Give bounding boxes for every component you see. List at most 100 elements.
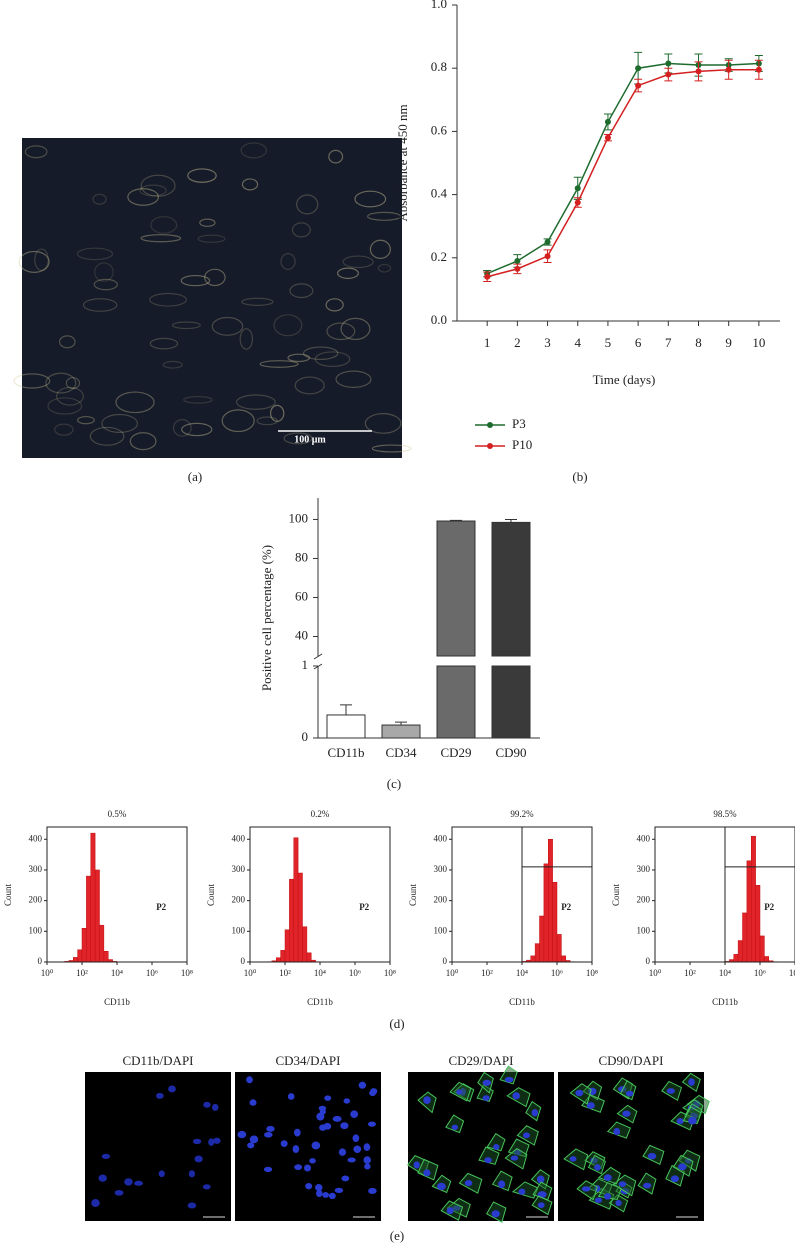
x-tick-label: 10⁴ (111, 968, 123, 978)
cell-outline (129, 432, 157, 451)
y-tick-label: 0 (241, 956, 246, 966)
legend-marker (487, 443, 493, 449)
point (514, 257, 521, 264)
nucleus (347, 1157, 356, 1163)
nucleus (158, 1170, 165, 1178)
error-bar (395, 721, 407, 726)
nucleus (311, 1141, 321, 1150)
legend-label: P3 (512, 416, 526, 431)
nucleus (594, 1197, 603, 1203)
x-tick-label: 10² (481, 968, 493, 978)
panel-label: (e) (390, 1228, 404, 1243)
nucleus (491, 1210, 500, 1218)
x-tick-label: 10⁸ (181, 968, 193, 978)
nucleus (303, 1164, 312, 1172)
point (544, 253, 551, 260)
gate-label: P2 (561, 902, 571, 912)
point (695, 68, 702, 75)
y-tick-label: 0 (302, 729, 309, 744)
nucleus (246, 1076, 253, 1084)
bar-upper (436, 520, 476, 657)
cell-outline (280, 252, 296, 271)
y-tick-label: 0 (38, 956, 43, 966)
y-tick-label: 400 (232, 833, 246, 843)
nucleus (293, 1128, 301, 1137)
nucleus (208, 1138, 215, 1146)
point (755, 66, 762, 73)
cell-outline (325, 298, 344, 312)
nucleus (436, 1182, 446, 1191)
nucleus (266, 1125, 275, 1132)
nucleus (482, 1095, 490, 1101)
cell-outline (76, 247, 114, 261)
y-axis-label: Count (206, 884, 216, 907)
y-tick-label: 1.0 (431, 0, 447, 11)
cell-outline (181, 422, 213, 437)
cell-outline (291, 222, 311, 238)
histogram-bar (302, 926, 308, 963)
nucleus (168, 1085, 176, 1093)
cell-outline (127, 188, 160, 206)
nucleus (343, 1098, 351, 1104)
cell-outline (172, 419, 192, 437)
x-tick-label: 10 (752, 335, 765, 350)
panel-label: (d) (389, 1016, 404, 1031)
y-tick-label: 300 (434, 864, 448, 874)
nucleus (287, 1093, 295, 1100)
x-tick-label: 10² (279, 968, 291, 978)
x-tick-label: CD29 (440, 745, 471, 760)
histogram-bar (759, 935, 765, 963)
x-tick-label: 10⁰ (244, 968, 257, 978)
nucleus (625, 1090, 634, 1097)
cell-outline (240, 142, 268, 159)
nucleus (315, 1184, 323, 1192)
histogram-bar (764, 956, 769, 963)
histogram-bar (733, 954, 739, 963)
cell-outline (364, 413, 402, 434)
nucleus (156, 1092, 164, 1099)
cell-outline (204, 268, 226, 287)
nucleus (341, 1175, 350, 1182)
cell-outline (342, 255, 374, 269)
point (635, 65, 642, 72)
image-title: CD11b/DAPI (122, 1053, 193, 1068)
nucleus (292, 1145, 300, 1154)
x-tick-label: 3 (544, 335, 551, 350)
bar (326, 714, 366, 739)
cell-outline (89, 426, 125, 446)
nucleus (498, 1180, 506, 1189)
y-tick-label: 300 (232, 864, 246, 874)
x-tick-label: 10⁰ (446, 968, 459, 978)
y-tick-label: 0 (646, 956, 651, 966)
histogram-bar (99, 924, 105, 963)
x-tick-label: 10⁶ (754, 968, 766, 978)
histogram-bar (275, 957, 281, 963)
y-tick-label: 200 (637, 895, 651, 905)
chart-title: 98.5% (713, 809, 737, 819)
nucleus (192, 1138, 202, 1145)
point (574, 185, 581, 192)
nucleus (493, 1144, 500, 1150)
nucleus (363, 1143, 371, 1152)
cell-outline (241, 297, 274, 306)
error-bar (340, 704, 352, 715)
cell-outline (287, 353, 311, 363)
nucleus (202, 1184, 211, 1190)
y-tick-label: 100 (637, 925, 651, 935)
x-axis-label: CD11b (712, 997, 738, 1007)
x-tick-label: 10⁰ (41, 968, 54, 978)
cell-outline (377, 263, 392, 273)
cell-outline (283, 432, 313, 445)
histogram-bar (81, 928, 87, 963)
nucleus (369, 1089, 377, 1097)
nucleus (522, 1132, 531, 1139)
cell-outline (259, 360, 299, 368)
cell-outline (294, 376, 325, 395)
cell-outline (289, 283, 314, 299)
nucleus (666, 1088, 675, 1094)
cell-membrane (445, 1114, 465, 1134)
x-axis-label: CD11b (307, 997, 333, 1007)
histogram-bar (556, 934, 562, 963)
point (725, 66, 732, 73)
